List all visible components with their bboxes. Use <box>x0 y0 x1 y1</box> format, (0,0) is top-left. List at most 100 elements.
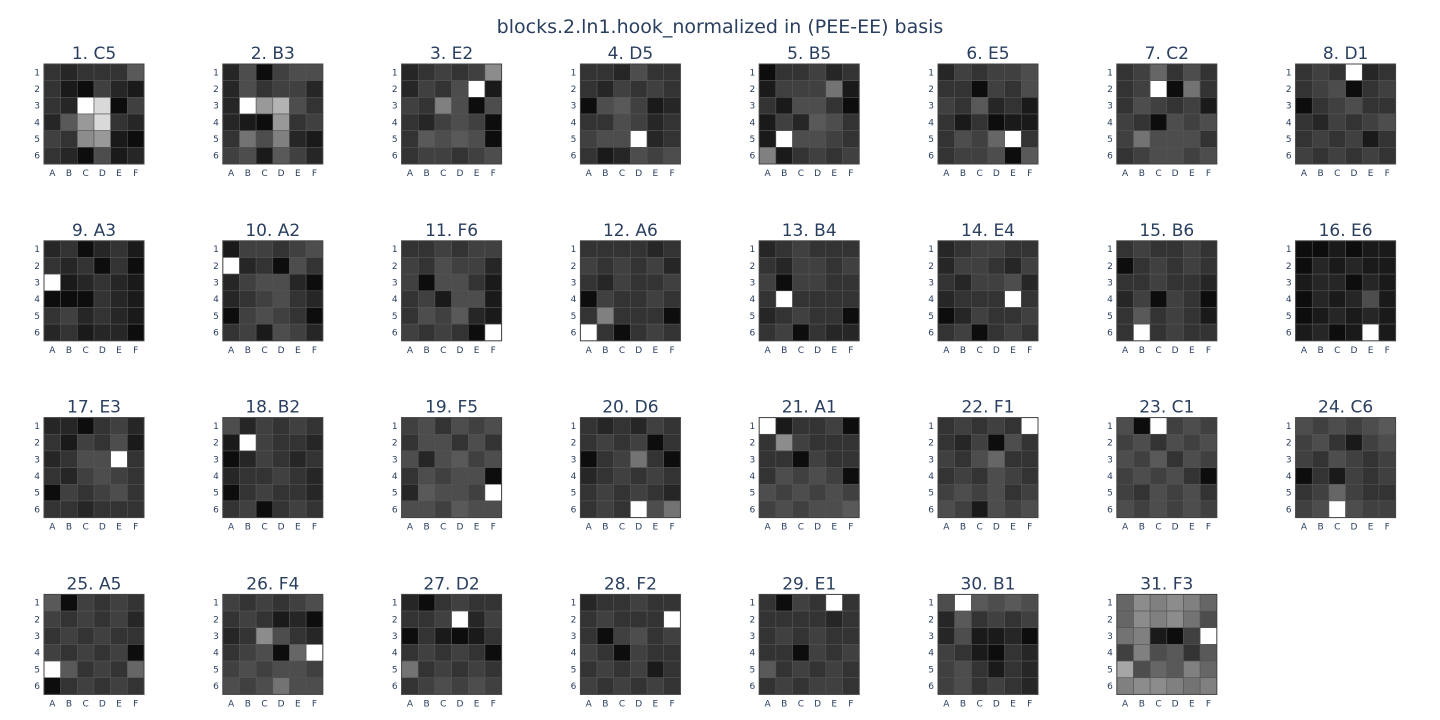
heatmap-cell <box>842 610 860 629</box>
panel-title: 22. F1 <box>961 398 1014 418</box>
y-tick-label: 1 <box>571 68 577 78</box>
x-tick-label: D <box>456 169 463 179</box>
heatmap-cell <box>1183 307 1201 325</box>
heatmap-cell <box>255 273 274 292</box>
heatmap-cell <box>613 240 631 258</box>
heatmap-cell <box>1004 660 1022 679</box>
heatmap-cell <box>1183 130 1201 148</box>
heatmap-cell <box>1199 677 1218 695</box>
heatmap-cell <box>1199 240 1218 258</box>
heatmap-cell <box>580 594 598 612</box>
heatmap-cell <box>987 257 1005 275</box>
heatmap-cell <box>1199 610 1218 629</box>
y-tick-label: 3 <box>34 278 40 288</box>
x-tick-label: D <box>814 346 821 356</box>
x-tick-label: B <box>424 523 430 533</box>
heatmap-cell <box>43 63 61 81</box>
heatmap-cell <box>580 97 598 115</box>
x-tick-label: C <box>1334 346 1340 356</box>
heatmap-cell <box>93 677 111 695</box>
heatmap-cell <box>272 500 290 518</box>
heatmap-cell <box>1116 450 1134 468</box>
heatmap-cell <box>580 290 598 308</box>
heatmap-cell <box>580 147 598 165</box>
panel-frame <box>401 593 503 695</box>
heatmap-cell <box>987 147 1005 165</box>
heatmap-cell <box>842 113 860 131</box>
heatmap-cell <box>401 467 419 485</box>
heatmap-cell <box>467 610 486 629</box>
heatmap-cell <box>401 677 419 695</box>
heatmap-cell <box>417 147 436 165</box>
heatmap-cell <box>127 450 145 468</box>
heatmap-cell <box>255 433 274 452</box>
heatmap-cell <box>1328 500 1346 518</box>
y-tick-label: 3 <box>571 278 577 288</box>
heatmap-cell <box>1133 240 1151 258</box>
panel-title: 1. C5 <box>72 44 116 64</box>
heatmap-cell <box>775 500 793 518</box>
heatmap-cell <box>1328 307 1346 325</box>
heatmap-cell <box>1378 97 1396 115</box>
x-tick-label: D <box>814 523 821 533</box>
panel-frame <box>579 240 681 342</box>
heatmap-cell <box>1361 80 1380 98</box>
heatmap-cell <box>954 240 972 258</box>
heatmap-cell <box>93 290 111 308</box>
heatmap-cell <box>663 97 681 115</box>
y-tick-label: 6 <box>749 682 755 692</box>
y-tick-label: 6 <box>392 328 398 338</box>
heatmap-cell <box>630 97 648 115</box>
heatmap-cell <box>255 594 274 612</box>
heatmap-cell <box>825 80 843 98</box>
y-tick-label: 3 <box>34 632 40 642</box>
heatmap-cell <box>954 323 972 342</box>
heatmap-cell <box>808 307 827 325</box>
heatmap-cell <box>1149 644 1168 662</box>
heatmap-cell <box>758 660 777 679</box>
heatmap-cell <box>93 644 111 662</box>
x-tick-label: A <box>407 699 414 709</box>
panel-frame <box>222 240 324 342</box>
heatmap-cell <box>1021 323 1039 342</box>
heatmap-cell <box>401 450 419 468</box>
y-tick-label: 5 <box>1286 489 1292 499</box>
heatmap-cell <box>1361 483 1380 502</box>
y-tick-label: 6 <box>928 328 934 338</box>
heatmap-cell <box>222 660 240 679</box>
heatmap-cell <box>825 594 843 612</box>
x-tick-label: F <box>848 346 853 356</box>
heatmap-cell <box>1116 97 1134 115</box>
heatmap-cell <box>646 660 665 679</box>
heatmap-cell <box>77 257 95 275</box>
heatmap-cell <box>630 660 648 679</box>
heatmap-cell <box>467 677 486 695</box>
heatmap-cell <box>272 594 290 612</box>
heatmap-cell <box>1199 433 1218 452</box>
heatmap-cell <box>1311 257 1330 275</box>
x-tick-label: F <box>133 523 138 533</box>
x-tick-label: B <box>245 346 251 356</box>
heatmap-cell <box>1311 63 1330 81</box>
x-tick-label: F <box>848 169 853 179</box>
y-tick-label: 6 <box>1107 152 1113 162</box>
heatmap-cell <box>239 63 257 81</box>
heatmap-cell <box>971 610 989 629</box>
heatmap-cell <box>1199 63 1218 81</box>
heatmap-cell <box>954 483 972 502</box>
heatmap-cell <box>1345 307 1363 325</box>
heatmap-cell <box>758 627 777 645</box>
heatmap-cell <box>1295 500 1313 518</box>
y-tick-label: 6 <box>392 152 398 162</box>
heatmap-cell <box>1378 500 1396 518</box>
heatmap-cell <box>1199 147 1218 165</box>
x-tick-label: B <box>424 346 430 356</box>
heatmap-cell <box>613 113 631 131</box>
y-tick-label: 5 <box>1107 665 1113 675</box>
heatmap-cell <box>613 627 631 645</box>
heatmap-cell <box>239 610 257 629</box>
